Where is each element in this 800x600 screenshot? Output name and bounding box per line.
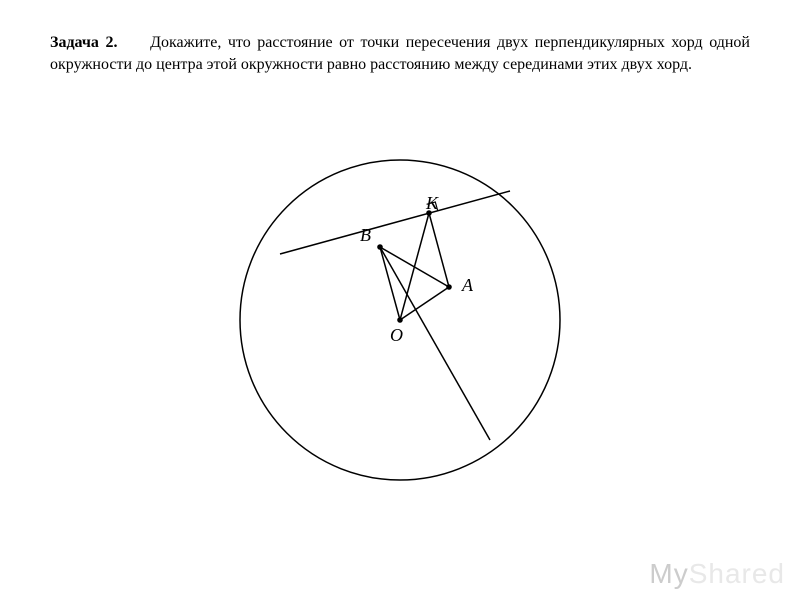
problem-label: Задача 2.	[50, 34, 117, 51]
problem-text: Задача 2. Докажите, что расстояние от то…	[50, 32, 750, 75]
point-label-K: K	[426, 193, 438, 214]
watermark: MyShared	[649, 558, 785, 590]
watermark-part1: My	[649, 558, 688, 589]
geometry-diagram	[200, 120, 600, 520]
point-label-O: O	[390, 325, 403, 346]
watermark-part2: Shared	[689, 558, 785, 589]
point-label-A: A	[462, 275, 473, 296]
point-label-B: B	[360, 225, 371, 246]
diagram-svg	[200, 120, 600, 520]
problem-body: Докажите, что расстояние от точки пересе…	[50, 34, 750, 73]
